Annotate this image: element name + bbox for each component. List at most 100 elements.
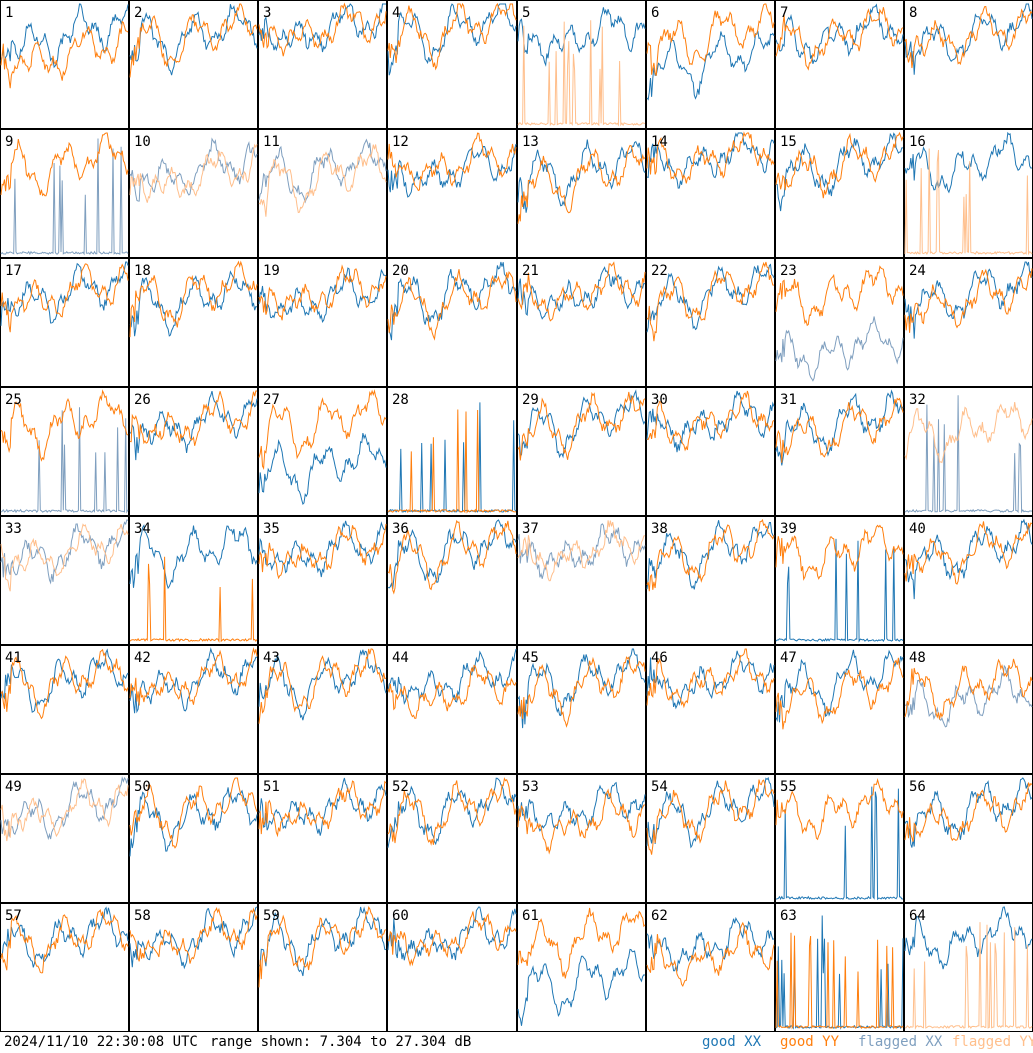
panel-frame xyxy=(904,258,1033,387)
panel-label: 53 xyxy=(522,779,539,795)
panel-40: 40 xyxy=(904,516,1033,645)
panel-label: 52 xyxy=(392,779,409,795)
series-xx-54 xyxy=(646,776,775,849)
panel-label: 44 xyxy=(392,650,409,666)
series-yy-17 xyxy=(0,263,129,333)
panel-60: 60 xyxy=(387,903,517,1032)
panel-54: 54 xyxy=(646,774,775,903)
series-yy-20 xyxy=(387,269,517,341)
panel-frame xyxy=(775,516,904,645)
panel-frame xyxy=(904,0,1033,129)
panel-label: 40 xyxy=(909,521,926,537)
panel-frame xyxy=(646,0,775,129)
series-yy-32 xyxy=(904,402,1033,464)
series-xx-45 xyxy=(517,648,646,729)
series-xx-42 xyxy=(129,647,258,714)
series-xx-7 xyxy=(775,3,904,64)
series-xx-38 xyxy=(646,520,775,590)
panel-64: 64 xyxy=(904,903,1033,1032)
series-xx-44 xyxy=(387,648,517,706)
series-xx-39 xyxy=(775,538,904,643)
panel-label: 19 xyxy=(263,263,280,279)
panel-1: 1 xyxy=(0,0,129,129)
panel-8: 8 xyxy=(904,0,1033,129)
series-yy-13 xyxy=(517,144,646,224)
series-xx-41 xyxy=(0,648,129,713)
panel-12: 12 xyxy=(387,129,517,258)
panel-43: 43 xyxy=(258,645,387,774)
panel-2: 2 xyxy=(129,0,258,129)
series-yy-43 xyxy=(258,648,387,724)
series-yy-11 xyxy=(258,144,387,217)
panel-label: 39 xyxy=(780,521,797,537)
series-yy-56 xyxy=(904,782,1033,842)
panel-11: 11 xyxy=(258,129,387,258)
series-yy-19 xyxy=(258,264,387,321)
panel-frame xyxy=(129,387,258,516)
series-xx-33 xyxy=(0,519,129,585)
panel-33: 33 xyxy=(0,516,129,645)
panel-frame xyxy=(646,903,775,1032)
panel-frame xyxy=(0,258,129,387)
panel-44: 44 xyxy=(387,645,517,774)
panel-62: 62 xyxy=(646,903,775,1032)
panel-label: 18 xyxy=(134,263,151,279)
panel-label: 7 xyxy=(780,5,788,21)
panel-frame xyxy=(646,129,775,258)
panel-label: 20 xyxy=(392,263,409,279)
panel-label: 6 xyxy=(651,5,659,21)
panel-frame xyxy=(904,516,1033,645)
panel-label: 23 xyxy=(780,263,797,279)
panel-30: 30 xyxy=(646,387,775,516)
series-yy-63 xyxy=(775,932,904,1030)
series-xx-22 xyxy=(646,263,775,333)
panel-label: 5 xyxy=(522,5,530,21)
panel-49: 49 xyxy=(0,774,129,903)
series-yy-29 xyxy=(517,391,646,461)
panel-label: 54 xyxy=(651,779,668,795)
panel-frame xyxy=(129,645,258,774)
panel-label: 24 xyxy=(909,263,926,279)
series-yy-40 xyxy=(904,521,1033,585)
series-yy-57 xyxy=(0,908,129,974)
panel-frame xyxy=(387,0,517,129)
panel-57: 57 xyxy=(0,903,129,1032)
series-yy-22 xyxy=(646,261,775,342)
series-xx-3 xyxy=(258,3,386,53)
panel-frame xyxy=(387,129,517,258)
panel-frame xyxy=(517,129,646,258)
panel-frame xyxy=(0,516,129,645)
series-yy-39 xyxy=(775,524,904,581)
series-xx-32 xyxy=(904,395,1033,514)
panel-frame xyxy=(0,774,129,903)
series-xx-6 xyxy=(646,30,775,101)
series-yy-12 xyxy=(387,132,517,192)
panel-5: 5 xyxy=(517,0,646,129)
panel-56: 56 xyxy=(904,774,1033,903)
panel-50: 50 xyxy=(129,774,258,903)
legend-flagged-xx: flagged XX xyxy=(858,1034,943,1050)
panel-16: 16 xyxy=(904,129,1033,258)
panel-label: 41 xyxy=(5,650,22,666)
series-xx-30 xyxy=(646,390,775,453)
panel-25: 25 xyxy=(0,387,129,516)
panel-frame xyxy=(129,129,258,258)
panel-53: 53 xyxy=(517,774,646,903)
panel-frame xyxy=(129,774,258,903)
panel-frame xyxy=(517,645,646,774)
panel-frame xyxy=(775,258,904,387)
panel-label: 45 xyxy=(522,650,539,666)
panel-frame xyxy=(258,774,387,903)
panel-51: 51 xyxy=(258,774,387,903)
series-xx-14 xyxy=(646,132,775,189)
panel-label: 37 xyxy=(522,521,539,537)
series-yy-38 xyxy=(646,518,775,592)
panel-label: 59 xyxy=(263,908,280,924)
panel-13: 13 xyxy=(517,129,646,258)
series-yy-46 xyxy=(646,648,775,709)
panel-6: 6 xyxy=(646,0,775,129)
panel-frame xyxy=(387,387,517,516)
series-yy-34 xyxy=(129,556,258,643)
panel-label: 43 xyxy=(263,650,280,666)
series-xx-49 xyxy=(0,776,129,841)
